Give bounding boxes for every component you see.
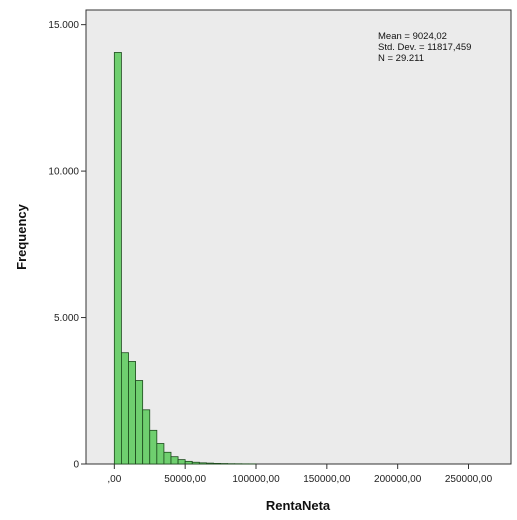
x-tick-label: 200000,00 (374, 474, 422, 485)
x-axis-title: RentaNeta (266, 498, 331, 513)
stats-n: N = 29.211 (378, 53, 424, 64)
x-tick-label: 250000,00 (445, 474, 493, 485)
histogram-bar (213, 463, 221, 465)
y-axis: 0 5.000 10.000 15.000 (48, 20, 86, 471)
y-tick-label: 0 (73, 460, 79, 471)
histogram-bar (135, 380, 144, 465)
x-tick-label: 50000,00 (164, 474, 206, 485)
x-tick-label: 100000,00 (232, 474, 280, 485)
x-tick-label: ,00 (107, 474, 121, 485)
x-tick-label: 150000,00 (303, 474, 351, 485)
histogram-bar (198, 462, 207, 465)
y-tick-label: 5.000 (54, 313, 79, 324)
histogram-bar (113, 52, 122, 465)
histogram-bar (170, 456, 179, 465)
statistics-box: Mean = 9024,02 Std. Dev. = 11817,459 N =… (378, 31, 471, 64)
histogram-bar (156, 443, 165, 465)
histogram-bar (184, 460, 193, 465)
histogram-bar (149, 429, 158, 465)
x-axis: ,00 50000,00 100000,00 150000,00 200000,00 25… (107, 464, 493, 485)
y-axis-title: Frequency (14, 203, 29, 270)
stats-std-dev: Std. Dev. = 11817,459 (378, 42, 471, 53)
histogram-bar (142, 409, 151, 465)
histogram-bars (113, 52, 257, 465)
y-tick-label: 15.000 (48, 20, 79, 31)
y-tick-label: 10.000 (48, 167, 79, 178)
histogram-bar (177, 459, 186, 465)
histogram-bar (121, 352, 129, 465)
histogram-bar (191, 461, 200, 465)
histogram-bar (163, 451, 172, 465)
histogram-bar (206, 462, 214, 465)
histogram-bar (128, 361, 136, 465)
plot-area (85, 9, 512, 465)
stats-mean: Mean = 9024,02 (378, 31, 447, 42)
